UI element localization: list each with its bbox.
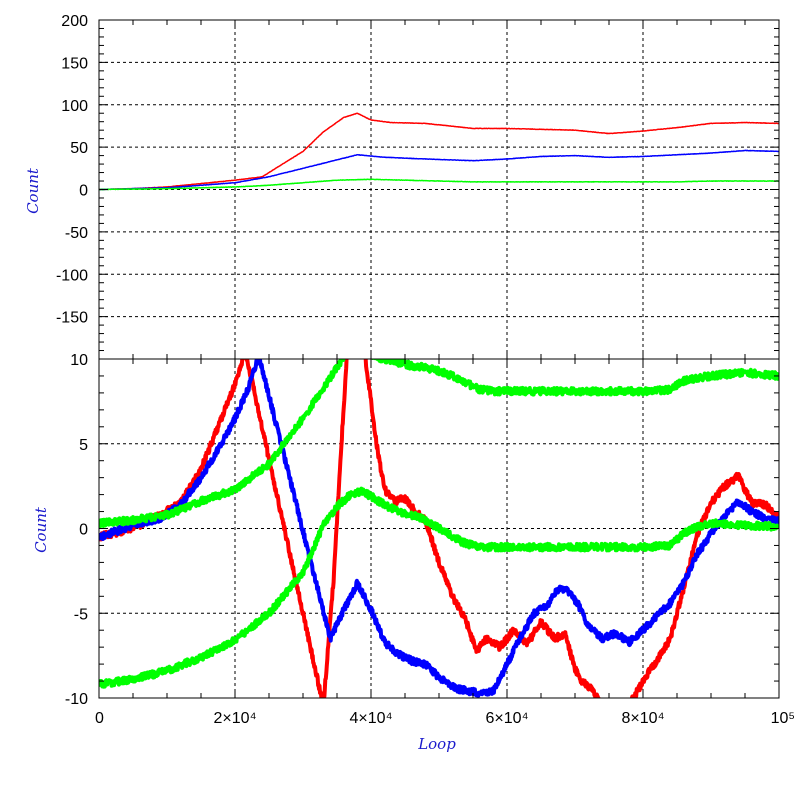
x-tick-label: 2×10⁴	[214, 710, 257, 727]
top-panel: 200 150 100 50 0 -50 -100 -150	[56, 13, 780, 360]
bottom-series-line-0	[99, 359, 779, 698]
top-y-tick-label: 0	[79, 183, 88, 200]
x-tick-label: 8×10⁴	[622, 710, 665, 727]
top-y-tick-label: -150	[56, 310, 88, 327]
top-series-line-0	[99, 112, 779, 191]
x-tick-label: 4×10⁴	[350, 710, 393, 727]
top-y-tick-label: 50	[70, 140, 88, 157]
bottom-y-tick-label: -5	[74, 606, 88, 623]
x-tick-label: 6×10⁴	[486, 710, 529, 727]
bottom-series-line-2	[99, 359, 779, 529]
top-y-tick-label: -50	[65, 225, 88, 242]
top-y-axis-label: Count	[24, 167, 42, 214]
top-y-tick-label: 200	[61, 13, 88, 30]
bottom-series-line-3	[99, 486, 779, 689]
bottom-y-tick-label: 0	[79, 522, 88, 539]
bottom-panel: 10 5 0 -5 -10 0 2×10⁴ 4×10⁴ 6×10⁴ 8×10⁴ 10⁵	[65, 352, 795, 727]
bottom-y-tick-label: -10	[65, 691, 88, 708]
x-tick-label: 0	[95, 710, 104, 727]
bottom-y-tick-label: 10	[70, 352, 88, 369]
bottom-y-axis-label: Count	[32, 506, 50, 553]
x-tick-label: 10⁵	[771, 710, 795, 727]
top-series-line-1	[99, 149, 779, 191]
x-axis-label: Loop	[417, 735, 456, 753]
top-series-line-2	[99, 178, 779, 191]
bottom-series-line-1	[99, 359, 779, 698]
top-y-tick-label: 150	[61, 55, 88, 72]
bottom-y-tick-label: 5	[79, 437, 88, 454]
top-y-tick-label: -100	[56, 267, 88, 284]
top-y-tick-label: 100	[61, 98, 88, 115]
